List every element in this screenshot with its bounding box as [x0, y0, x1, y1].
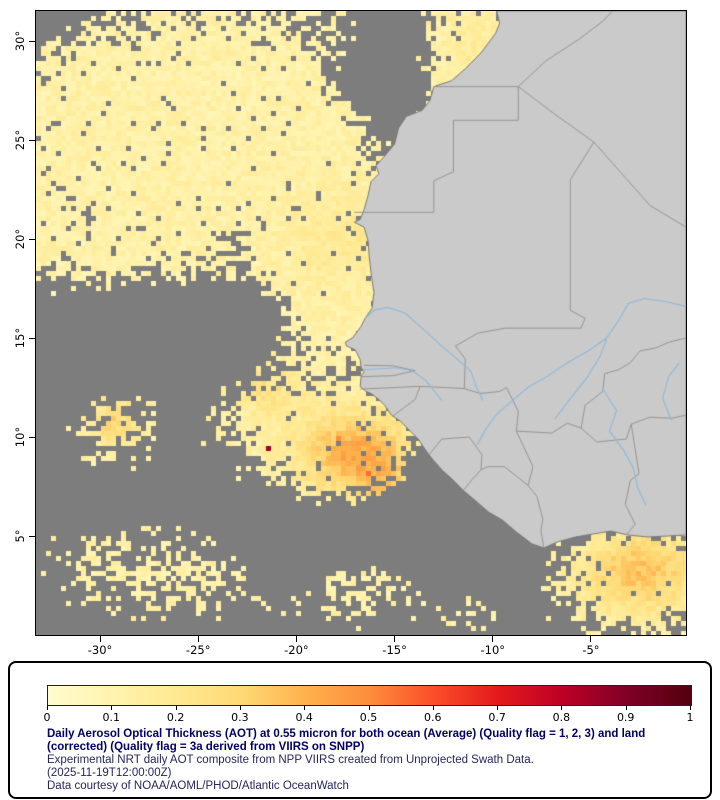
colorbar-tick-label: 0.5	[359, 711, 378, 724]
lat-tick-label: 20°	[13, 228, 27, 250]
colorbar-tick-label: 0.8	[552, 711, 571, 724]
lat-tick-mark	[29, 40, 35, 42]
lon-tick-mark	[394, 636, 396, 642]
colorbar-tick-mark	[625, 706, 627, 710]
colorbar-tick-mark	[47, 706, 48, 710]
colorbar-tick-label: 0.2	[166, 711, 185, 724]
lat-tick-label: 10°	[13, 426, 27, 448]
colorbar-tick-mark	[239, 706, 241, 710]
lon-tick-label: -30°	[87, 643, 113, 657]
caption-timestamp: (2025-11-19T12:00:00Z)	[47, 767, 172, 779]
lon-tick-label: -25°	[185, 643, 211, 657]
lon-tick-mark	[492, 636, 494, 642]
colorbar-tick-mark	[561, 706, 563, 710]
lat-tick-mark	[29, 337, 35, 339]
caption-block: Daily Aerosol Optical Thickness (AOT) at…	[47, 728, 694, 793]
map-frame	[35, 10, 687, 636]
lat-tick-label: 25°	[13, 129, 27, 151]
lon-tick-mark	[99, 636, 101, 642]
colorbar-tick-label: 0.3	[231, 711, 249, 724]
lon-tick-label: -15°	[382, 643, 407, 657]
lat-tick-label: 30°	[13, 30, 27, 52]
colorbar-tick-label: 0.7	[488, 711, 506, 724]
colorbar-tick-label: 0.1	[102, 711, 121, 724]
lat-tick-label: 15°	[13, 327, 27, 349]
legend-panel: 0 0.1 0.2 0.3 0.4 0.5 0.6 0.7 0.8 0.9 1 Daily Aero…	[8, 661, 712, 799]
colorbar-tick-mark	[368, 706, 370, 710]
caption-title: Daily Aerosol Optical Thickness (AOT) at…	[47, 728, 646, 753]
caption-description: Experimental NRT daily AOT composite fro…	[47, 754, 534, 766]
colorbar-tick-mark	[111, 706, 113, 710]
aot-map-canvas	[36, 11, 686, 635]
lon-tick-mark	[197, 636, 199, 642]
colorbar-tick-label: 0.9	[616, 711, 635, 724]
lon-tick-label: -5°	[582, 643, 600, 657]
colorbar-tick-label: 1	[686, 711, 694, 724]
colorbar-tick-mark	[304, 706, 306, 710]
lat-tick-mark	[29, 139, 35, 141]
lon-tick-mark	[590, 636, 592, 642]
colorbar-tick-mark	[432, 706, 434, 710]
colorbar	[47, 685, 692, 706]
lat-tick-mark	[29, 535, 35, 537]
colorbar-tick-mark	[690, 706, 691, 710]
caption-credit: Data courtesy of NOAA/AOML/PHOD/Atlantic…	[47, 780, 349, 792]
lon-tick-label: -10°	[480, 643, 506, 657]
colorbar-tick-label: 0.6	[424, 711, 442, 724]
colorbar-tick-label: 0.4	[295, 711, 313, 724]
lon-tick-label: -20°	[284, 643, 309, 657]
lat-tick-label: 5°	[13, 529, 27, 543]
lat-tick-mark	[29, 436, 35, 438]
colorbar-tick-label: 0	[43, 711, 51, 724]
lat-tick-mark	[29, 238, 35, 240]
colorbar-tick-mark	[175, 706, 177, 710]
lon-tick-mark	[295, 636, 297, 642]
colorbar-tick-mark	[497, 706, 499, 710]
